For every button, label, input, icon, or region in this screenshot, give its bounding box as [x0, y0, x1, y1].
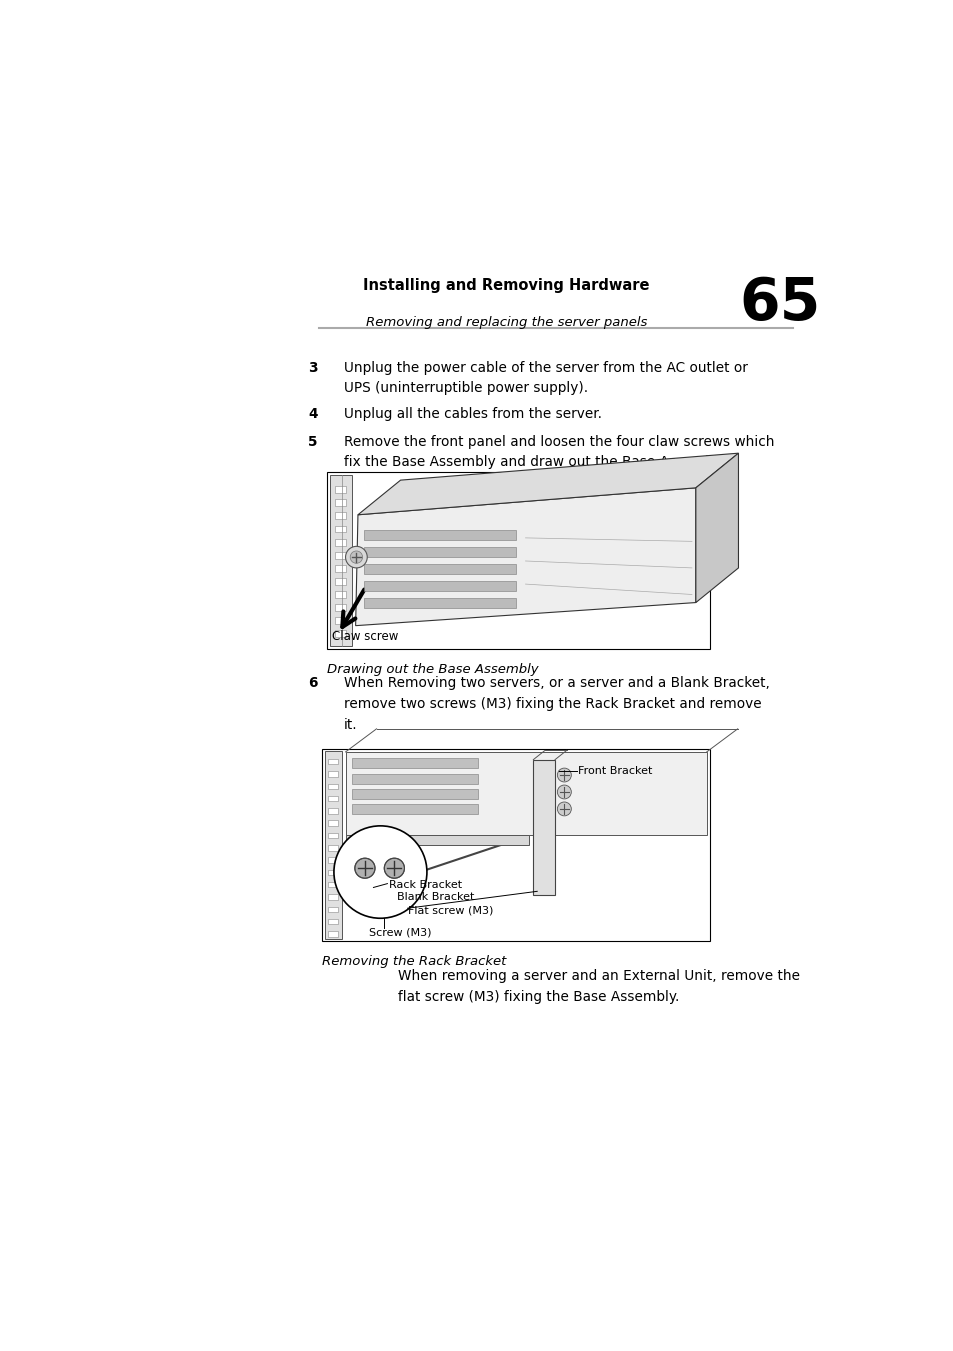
Bar — [328, 796, 337, 801]
Bar — [533, 759, 555, 896]
Bar — [328, 894, 337, 900]
Circle shape — [557, 802, 571, 816]
Polygon shape — [357, 453, 738, 515]
Text: Installing and Removing Hardware: Installing and Removing Hardware — [363, 278, 649, 293]
Text: When removing a server and an External Unit, remove the
flat screw (M3) fixing t: When removing a server and an External U… — [397, 969, 800, 1004]
Bar — [328, 846, 337, 851]
Bar — [327, 473, 709, 648]
Bar — [328, 808, 337, 813]
Bar — [335, 500, 345, 507]
Bar — [328, 882, 337, 888]
Bar — [583, 478, 593, 485]
Bar — [335, 617, 345, 624]
Text: Unplug all the cables from the server.: Unplug all the cables from the server. — [344, 407, 601, 422]
Bar — [322, 748, 709, 942]
Text: Rack Bracket: Rack Bracket — [389, 880, 461, 890]
Circle shape — [345, 546, 367, 567]
Text: 5: 5 — [308, 435, 317, 449]
Bar — [335, 526, 345, 532]
Bar — [335, 565, 345, 571]
Circle shape — [557, 785, 571, 798]
Bar — [328, 858, 337, 863]
Bar — [598, 478, 608, 485]
Bar — [346, 835, 529, 844]
Text: 6: 6 — [308, 677, 317, 690]
Text: Drawing out the Base Assembly: Drawing out the Base Assembly — [327, 662, 538, 676]
Bar — [364, 530, 516, 540]
Bar — [330, 474, 352, 646]
Bar — [364, 547, 516, 557]
Bar — [352, 804, 477, 815]
Text: Removing and replacing the server panels: Removing and replacing the server panels — [366, 316, 647, 330]
Circle shape — [350, 551, 362, 563]
Bar — [328, 784, 337, 789]
Bar — [328, 931, 337, 936]
Bar — [335, 551, 345, 559]
Bar — [328, 907, 337, 912]
Bar — [335, 604, 345, 611]
Circle shape — [355, 858, 375, 878]
Text: 4: 4 — [308, 407, 317, 422]
Text: Flat screw (M3): Flat screw (M3) — [408, 905, 494, 915]
Bar — [328, 919, 337, 924]
Bar — [345, 753, 706, 835]
Bar — [364, 581, 516, 590]
Bar — [335, 590, 345, 598]
Polygon shape — [355, 488, 695, 626]
Bar — [325, 751, 342, 939]
Text: Front Bracket: Front Bracket — [578, 766, 652, 777]
Bar — [328, 759, 337, 765]
Circle shape — [557, 769, 571, 782]
Bar — [335, 539, 345, 546]
Bar — [328, 771, 337, 777]
Text: When Removing two servers, or a server and a Blank Bracket,
remove two screws (M: When Removing two servers, or a server a… — [344, 677, 769, 732]
Text: Unplug the power cable of the server from the AC outlet or
UPS (uninterruptible : Unplug the power cable of the server fro… — [344, 361, 747, 396]
Text: Blank Bracket: Blank Bracket — [396, 892, 474, 902]
Bar — [364, 598, 516, 608]
Bar — [335, 512, 345, 519]
Circle shape — [384, 858, 404, 878]
Text: Screw (M3): Screw (M3) — [369, 928, 431, 938]
Bar — [328, 820, 337, 825]
Bar — [352, 758, 477, 769]
Text: Removing the Rack Bracket: Removing the Rack Bracket — [322, 955, 506, 969]
Bar — [568, 478, 578, 485]
Text: Remove the front panel and loosen the four claw screws which
fix the Base Assemb: Remove the front panel and loosen the fo… — [344, 435, 774, 469]
Bar — [335, 578, 345, 585]
Bar — [560, 474, 707, 511]
Text: 3: 3 — [308, 361, 317, 374]
Text: Claw screw: Claw screw — [332, 630, 397, 643]
Bar — [352, 774, 477, 784]
Circle shape — [334, 825, 427, 919]
Polygon shape — [695, 453, 738, 603]
Text: 65: 65 — [739, 274, 820, 331]
Bar — [352, 789, 477, 798]
Bar — [364, 565, 516, 574]
Bar — [328, 832, 337, 838]
Bar — [335, 486, 345, 493]
Bar — [328, 870, 337, 875]
Bar — [335, 631, 345, 638]
